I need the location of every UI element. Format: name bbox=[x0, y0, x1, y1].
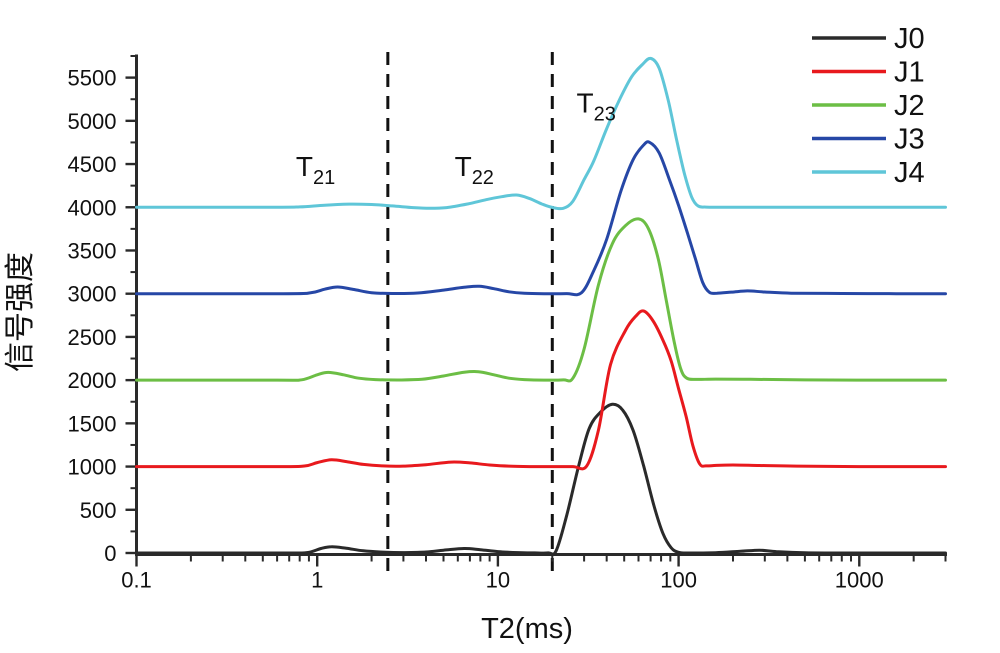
region-labels-group: T21 T22 T23 bbox=[296, 88, 616, 189]
curves-group bbox=[135, 56, 947, 556]
y-tick-label: 5500 bbox=[68, 66, 117, 91]
curve-J2 bbox=[135, 217, 947, 383]
curve-J1 bbox=[135, 309, 947, 471]
x-tick-label: 1 bbox=[311, 568, 323, 593]
y-tick-label: 500 bbox=[80, 498, 117, 523]
y-tick-label: 3500 bbox=[68, 238, 117, 263]
region-label-T23: T23 bbox=[577, 88, 616, 126]
axis-lines bbox=[135, 54, 947, 556]
y-tick-label: 2000 bbox=[68, 368, 117, 393]
curve-J3 bbox=[135, 140, 947, 297]
y-tick-label: 1500 bbox=[68, 411, 117, 436]
x-tick-label: 0.1 bbox=[121, 568, 152, 593]
boundary-lines-group bbox=[386, 52, 554, 572]
y-tick-label: 0 bbox=[104, 541, 116, 566]
y-tick-label: 4500 bbox=[68, 152, 117, 177]
curve-J4 bbox=[135, 56, 947, 211]
legend-label-J4: J4 bbox=[894, 157, 925, 189]
legend-label-J2: J2 bbox=[894, 90, 925, 122]
y-tick-label: 3000 bbox=[68, 282, 117, 307]
x-tick-label: 1000 bbox=[835, 568, 884, 593]
y-tick-label: 1000 bbox=[68, 455, 117, 480]
curve-J0 bbox=[135, 402, 947, 556]
ticks-group bbox=[125, 55, 947, 567]
legend-label-J0: J0 bbox=[894, 23, 925, 55]
axes-group bbox=[135, 54, 947, 556]
x-tick-label: 10 bbox=[486, 568, 510, 593]
region-label-T21: T21 bbox=[296, 151, 335, 189]
y-tick-label: 2500 bbox=[68, 325, 117, 350]
y-axis-title: 信号强度 bbox=[4, 252, 37, 372]
legend-label-J1: J1 bbox=[894, 57, 925, 89]
y-tick-label: 4000 bbox=[68, 195, 117, 220]
tick-labels-group: 0.1 1 10 100 1000 0 500 1000 1500 2000 2500 3000 350… bbox=[68, 66, 884, 593]
x-tick-label: 100 bbox=[660, 568, 697, 593]
legend-label-J3: J3 bbox=[894, 124, 925, 156]
region-label-T22: T22 bbox=[455, 151, 494, 189]
y-tick-label: 5000 bbox=[68, 109, 117, 134]
x-axis-title: T2(ms) bbox=[481, 613, 573, 645]
